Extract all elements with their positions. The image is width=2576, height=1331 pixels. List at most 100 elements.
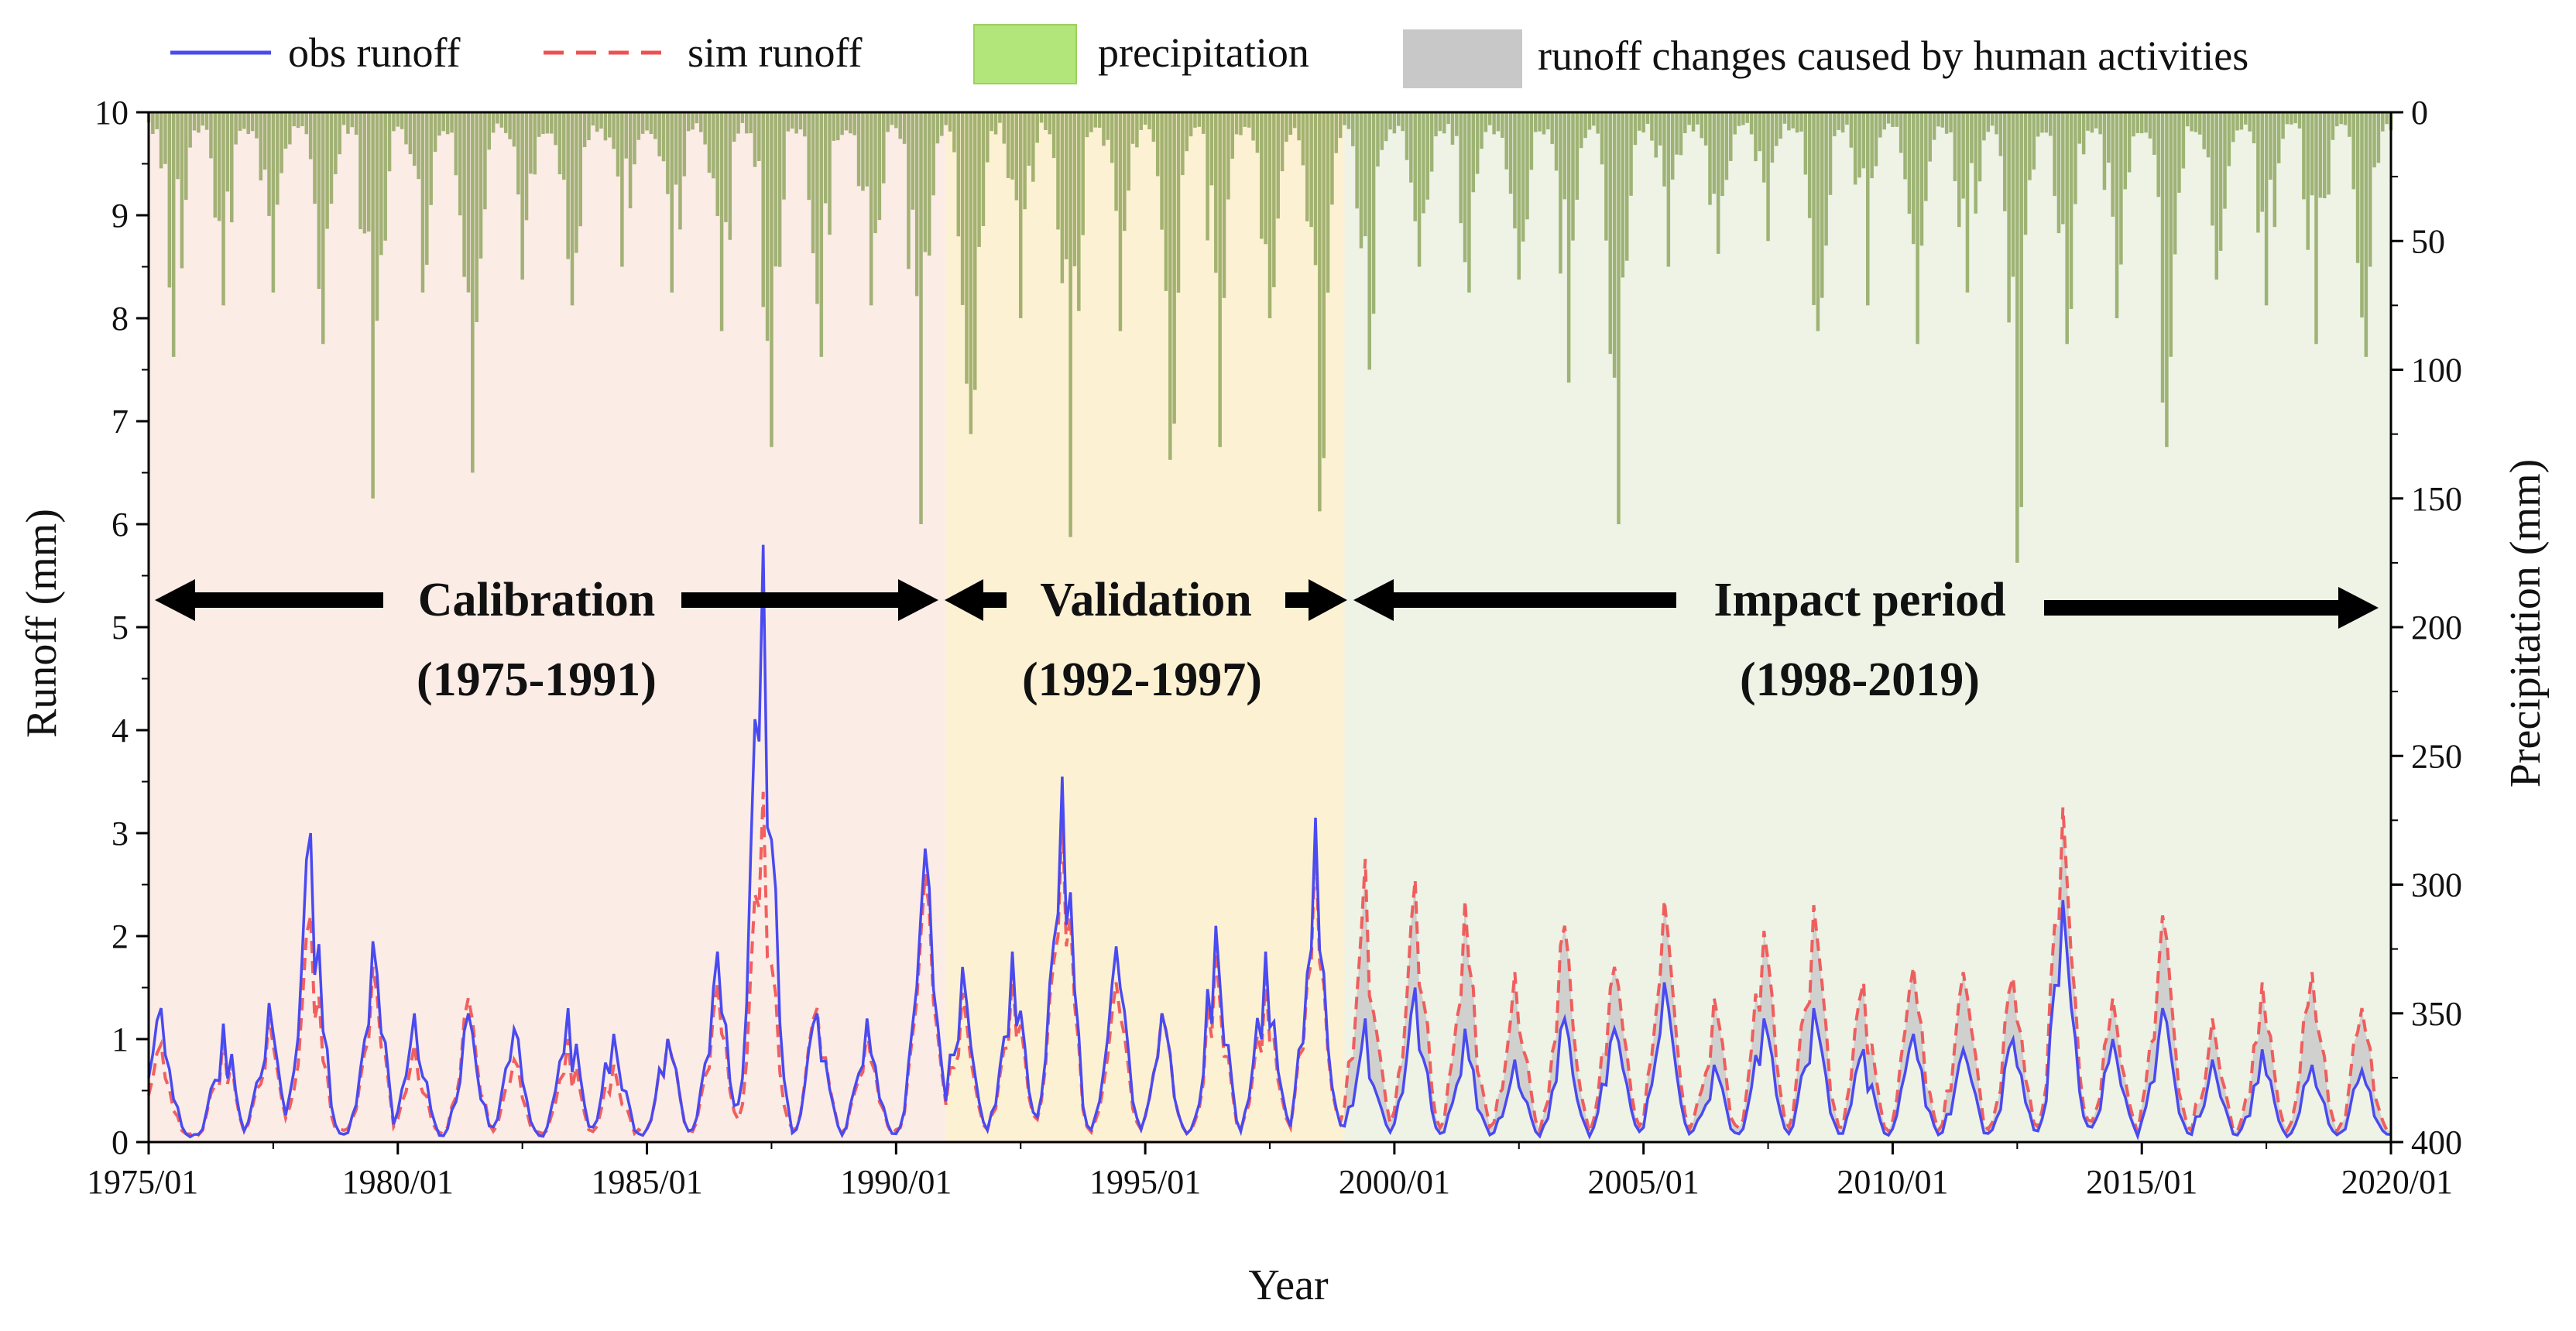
precip-bar: [508, 112, 512, 139]
precip-bar: [1487, 112, 1492, 125]
y2-tick-label: 200: [2411, 609, 2462, 647]
precip-bar: [2198, 112, 2202, 135]
precip-bar: [392, 112, 396, 132]
precip-bar: [1833, 112, 1837, 136]
precip-bar: [1716, 112, 1720, 254]
precip-bar: [417, 112, 420, 180]
precip-bar: [1766, 112, 1770, 242]
precip-bar: [1189, 112, 1193, 137]
precip-bar: [1624, 112, 1629, 261]
precip-bar: [1799, 112, 1803, 132]
precip-bar: [180, 112, 184, 269]
precip-bar: [2111, 112, 2115, 217]
precip-bar: [1974, 112, 1977, 214]
precip-bar: [1866, 112, 1870, 306]
precip-bar: [1255, 112, 1260, 153]
precip-bar: [703, 112, 707, 145]
precip-bar: [2007, 112, 2011, 323]
precip-bar: [2211, 112, 2214, 226]
precip-bar: [1044, 112, 1048, 130]
precip-bar: [1330, 112, 1334, 205]
precip-bar: [2297, 112, 2302, 129]
precip-bar: [1384, 112, 1388, 142]
y2-tick-label: 350: [2411, 995, 2462, 1033]
precip-bar: [383, 112, 387, 241]
legend-human-label: runoff changes caused by human activitie…: [1538, 33, 2248, 79]
precip-bar: [545, 112, 550, 134]
precip-bar: [1185, 112, 1189, 152]
precip-bar: [1820, 112, 1824, 298]
precip-bar: [2322, 112, 2327, 199]
y-tick-label: 3: [111, 815, 129, 852]
precip-bar: [1970, 112, 1974, 163]
precip-bar: [612, 112, 616, 149]
precip-bar: [346, 112, 350, 134]
precip-bar: [296, 112, 300, 129]
precip-bar: [283, 112, 288, 149]
precip-bar: [2306, 112, 2310, 250]
precip-bar: [2231, 112, 2235, 142]
precip-bar: [520, 112, 524, 280]
precip-bar: [499, 112, 504, 128]
precip-bar: [2102, 112, 2107, 190]
precip-bar: [1895, 112, 1899, 127]
precip-bar: [1749, 112, 1754, 135]
precip-bar: [2036, 112, 2040, 137]
precip-bar: [466, 112, 471, 293]
precip-bar: [201, 112, 204, 126]
precip-bar: [587, 112, 591, 141]
precip-bar: [2194, 112, 2198, 132]
precip-bar: [1617, 112, 1621, 524]
precip-bar: [2169, 112, 2173, 357]
precip-bar: [1675, 112, 1679, 155]
precip-bar: [1812, 112, 1816, 305]
y-tick-label: 6: [111, 506, 129, 544]
x-tick-label: 2005/01: [1588, 1163, 1700, 1201]
precip-bar: [1571, 112, 1575, 241]
precip-bar: [192, 112, 197, 131]
precipitation-bars: [146, 112, 2393, 563]
precip-bar: [1181, 112, 1185, 176]
period-backgrounds: [149, 112, 2391, 1142]
precip-bar: [204, 112, 209, 130]
precip-bar: [591, 112, 595, 125]
precip-bar: [881, 112, 886, 184]
precip-bar: [695, 112, 699, 124]
precip-bar: [458, 112, 462, 216]
legend-precip-swatch: [973, 24, 1077, 84]
precip-bar: [1492, 112, 1496, 135]
precip-bar: [1102, 112, 1106, 146]
precip-bar: [338, 112, 341, 155]
precip-bar: [745, 112, 749, 134]
precip-bar: [1276, 112, 1280, 219]
precip-bar: [2223, 112, 2227, 209]
precip-bar: [770, 112, 773, 448]
precip-bar: [894, 112, 898, 129]
precip-bar: [1292, 112, 1297, 129]
precip-bar: [1247, 112, 1251, 128]
precip-bar: [1733, 112, 1737, 135]
period-calibration-range: (1975-1991): [417, 653, 657, 706]
precip-bar: [1151, 112, 1156, 142]
precip-bar: [640, 112, 645, 134]
precip-bar: [1795, 112, 1799, 133]
precip-bar: [358, 112, 362, 229]
precip-bar: [462, 112, 466, 277]
precip-bar: [869, 112, 873, 306]
precip-bar: [524, 112, 529, 221]
precip-bar: [1891, 112, 1895, 127]
y-tick-label: 2: [111, 918, 129, 955]
precip-bar: [496, 112, 499, 124]
precip-bar: [1679, 112, 1683, 156]
y2-tick-label: 250: [2411, 737, 2462, 775]
period-impact-range: (1998-2019): [1740, 653, 1980, 706]
precip-bar: [412, 112, 417, 166]
x-tick-label: 1990/01: [840, 1163, 952, 1201]
precip-bar: [1562, 112, 1567, 200]
precip-bar: [2181, 112, 2186, 169]
precip-bar: [1982, 112, 1986, 141]
precip-bar: [707, 112, 712, 173]
precip-bar: [350, 112, 355, 128]
precip-bar: [1077, 112, 1081, 311]
precip-bar: [288, 112, 292, 145]
